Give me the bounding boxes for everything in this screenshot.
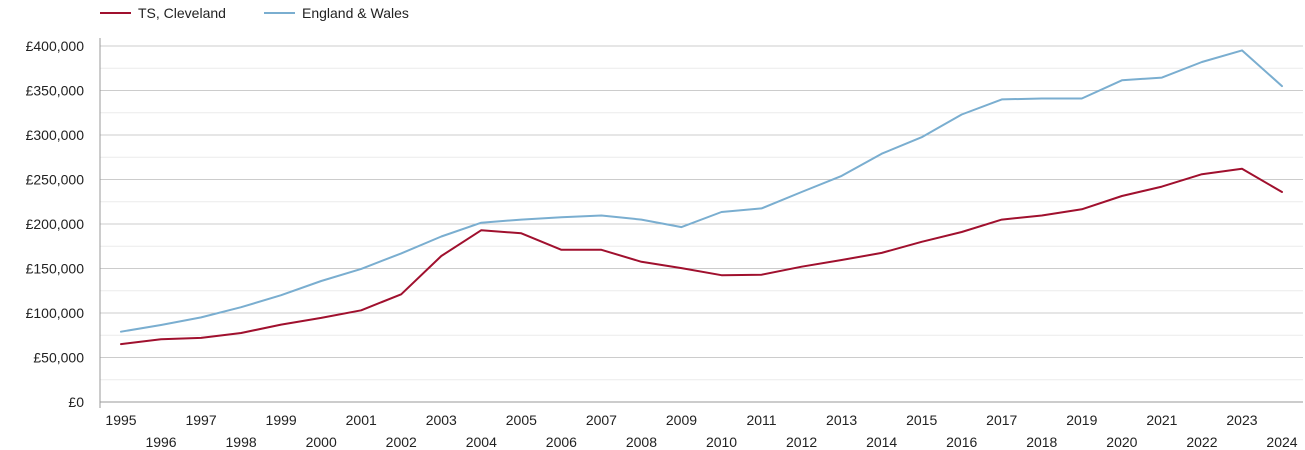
y-tick-label: £100,000 <box>26 305 85 321</box>
x-tick-label: 1999 <box>266 412 297 428</box>
x-tick-label: 2004 <box>466 434 497 450</box>
series-line-ts-cleveland <box>120 167 1283 346</box>
y-tick-label: £200,000 <box>26 216 85 232</box>
x-tick-label: 2003 <box>426 412 457 428</box>
x-tick-label: 2000 <box>306 434 337 450</box>
gridlines <box>99 38 1303 408</box>
y-tick-label: £300,000 <box>26 127 85 143</box>
x-tick-label: 1996 <box>145 434 176 450</box>
y-tick-label: £50,000 <box>33 350 84 366</box>
x-tick-label: 2023 <box>1226 412 1257 428</box>
x-tick-label: 1997 <box>185 412 216 428</box>
y-tick-label: £150,000 <box>26 261 85 277</box>
x-tick-label: 2010 <box>706 434 737 450</box>
x-tick-label: 2019 <box>1066 412 1097 428</box>
legend: TS, Cleveland England & Wales <box>100 5 409 21</box>
x-tick-label: 2017 <box>986 412 1017 428</box>
x-tick-label: 2002 <box>386 434 417 450</box>
x-tick-label: 2022 <box>1186 434 1217 450</box>
legend-label-england-wales: England & Wales <box>302 5 409 21</box>
x-tick-label: 2014 <box>866 434 897 450</box>
x-tick-label: 2007 <box>586 412 617 428</box>
x-tick-label: 1998 <box>226 434 257 450</box>
x-tick-label: 2016 <box>946 434 977 450</box>
x-tick-label: 2009 <box>666 412 697 428</box>
x-tick-label: 2006 <box>546 434 577 450</box>
y-tick-label: £250,000 <box>26 172 85 188</box>
x-tick-label: 2024 <box>1266 434 1297 450</box>
series-lines <box>120 49 1283 346</box>
x-tick-label: 2005 <box>506 412 537 428</box>
x-tick-label: 2001 <box>346 412 377 428</box>
x-tick-label: 2012 <box>786 434 817 450</box>
y-tick-label: £350,000 <box>26 83 85 99</box>
x-tick-label: 2015 <box>906 412 937 428</box>
x-tick-label: 2020 <box>1106 434 1137 450</box>
x-tick-label: 2013 <box>826 412 857 428</box>
x-axis-labels: 1995 1996 1997 1998 1999 2000 2001 2002 2003 2004… <box>105 412 1297 450</box>
x-tick-label: 2021 <box>1146 412 1177 428</box>
x-tick-label: 2018 <box>1026 434 1057 450</box>
x-tick-label: 1995 <box>105 412 136 428</box>
series-line-england-wales <box>120 49 1283 333</box>
x-tick-label: 2011 <box>746 412 776 428</box>
legend-label-ts-cleveland: TS, Cleveland <box>138 5 226 21</box>
x-tick-label: 2008 <box>626 434 657 450</box>
y-tick-label: £0 <box>68 394 84 410</box>
y-axis-labels: £0 £50,000 £100,000 £150,000 £200,000 £250,00… <box>26 38 85 410</box>
y-tick-label: £400,000 <box>26 38 85 54</box>
